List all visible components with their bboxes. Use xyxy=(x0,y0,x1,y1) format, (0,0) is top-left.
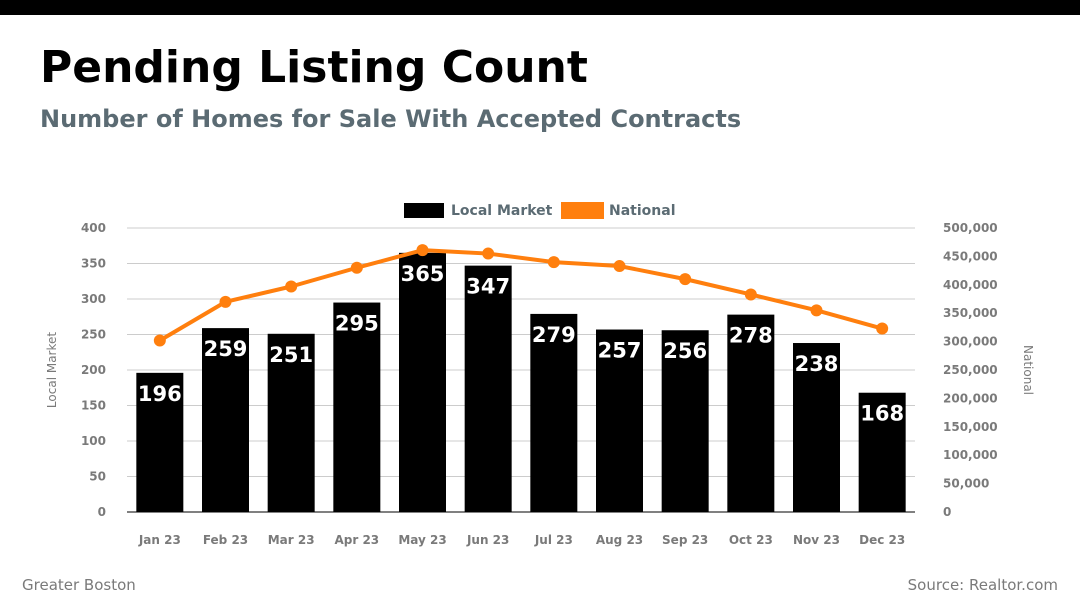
local-market-bar xyxy=(793,343,840,512)
local-market-bar xyxy=(399,252,446,512)
bar-data-label: 347 xyxy=(466,275,510,299)
page-subtitle: Number of Homes for Sale With Accepted C… xyxy=(40,105,742,133)
left-tick-label: 150 xyxy=(81,399,106,413)
local-market-bar xyxy=(727,314,775,512)
x-tick-label: Jul 23 xyxy=(534,533,573,547)
bar-data-label: 295 xyxy=(335,312,379,336)
national-point xyxy=(219,295,232,308)
national-point xyxy=(482,247,495,260)
local-market-bar xyxy=(661,330,709,512)
x-tick-label: Oct 23 xyxy=(729,533,773,547)
legend-label-local: Local Market xyxy=(451,203,553,219)
right-tick-label: 200,000 xyxy=(943,391,998,405)
national-line xyxy=(157,248,885,343)
right-axis-title: National xyxy=(1021,345,1035,395)
right-tick-label: 150,000 xyxy=(943,420,998,434)
bar-data-label: 278 xyxy=(729,324,773,348)
bar-data-label: 365 xyxy=(401,262,445,286)
national-point xyxy=(810,304,823,317)
local-market-bar xyxy=(267,333,315,512)
bar-data-label: 256 xyxy=(663,339,707,363)
right-tick-label: 350,000 xyxy=(943,306,998,320)
local-market-bar xyxy=(858,392,906,512)
local-market-bars xyxy=(136,252,906,512)
legend-label-national: National xyxy=(609,203,676,219)
right-tick-label: 250,000 xyxy=(943,363,998,377)
region-label: Greater Boston xyxy=(22,576,136,594)
x-tick-label: Nov 23 xyxy=(793,533,840,547)
x-tick-label: Dec 23 xyxy=(859,533,905,547)
source-label: Source: Realtor.com xyxy=(907,576,1058,594)
left-tick-label: 200 xyxy=(81,363,106,377)
top-bar xyxy=(0,0,1080,15)
page-title: Pending Listing Count xyxy=(40,42,588,93)
national-point xyxy=(613,260,626,273)
local-market-bar xyxy=(596,329,643,512)
x-tick-label: Aug 23 xyxy=(596,533,643,547)
x-tick-label: Apr 23 xyxy=(334,533,379,547)
left-axis-title: Local Market xyxy=(45,332,59,408)
local-market-bar-labels: 196 259 251 295 365 347 279 257 256 278 238 168 xyxy=(138,262,904,426)
national-point xyxy=(153,334,166,347)
legend-swatch-national xyxy=(561,202,604,219)
national-point xyxy=(744,288,757,301)
left-tick-label: 250 xyxy=(81,328,106,342)
left-tick-label: 100 xyxy=(81,434,106,448)
local-market-bar xyxy=(136,372,184,512)
right-tick-label: 300,000 xyxy=(943,335,998,349)
bar-data-label: 251 xyxy=(269,343,313,367)
left-tick-label: 50 xyxy=(89,470,106,484)
left-tick-label: 400 xyxy=(81,221,106,235)
national-point xyxy=(679,273,692,286)
grid-lines xyxy=(127,227,915,513)
left-tick-label: 350 xyxy=(81,257,106,271)
right-tick-label: 100,000 xyxy=(943,448,998,462)
x-tick-label: Feb 23 xyxy=(203,533,248,547)
bar-data-label: 238 xyxy=(795,352,839,376)
bar-data-label: 168 xyxy=(860,402,904,426)
left-tick-label: 300 xyxy=(81,292,106,306)
left-tick-label: 0 xyxy=(98,505,106,519)
x-tick-label: Jun 23 xyxy=(466,533,509,547)
legend: Local Market National xyxy=(404,202,676,219)
bar-data-label: 196 xyxy=(138,382,182,406)
bar-data-label: 279 xyxy=(532,323,576,347)
bar-data-label: 259 xyxy=(204,337,248,361)
right-tick-label: 0 xyxy=(943,505,951,519)
local-market-bar xyxy=(202,328,249,512)
right-tick-label: 50,000 xyxy=(943,477,989,491)
bar-data-label: 257 xyxy=(598,339,642,363)
right-tick-label: 400,000 xyxy=(943,278,998,292)
x-tick-label: Jan 23 xyxy=(138,533,181,547)
right-tick-label: 500,000 xyxy=(943,221,998,235)
x-tick-label: Mar 23 xyxy=(268,533,315,547)
right-axis-ticks: 0 50,000 100,000 150,000 200,000 250,000 300,0… xyxy=(943,221,998,519)
national-point xyxy=(285,280,298,293)
national-point xyxy=(547,256,560,269)
local-market-bar xyxy=(333,302,381,512)
legend-swatch-local xyxy=(404,203,444,218)
local-market-bar xyxy=(464,265,512,512)
national-point xyxy=(416,244,429,257)
national-line-series xyxy=(153,244,889,347)
x-tick-label: Sep 23 xyxy=(662,533,708,547)
national-point xyxy=(876,322,889,335)
left-axis-ticks: 0 50 100 150 200 250 300 350 400 xyxy=(81,221,106,519)
local-market-bar xyxy=(530,313,578,512)
national-point xyxy=(350,261,363,274)
x-tick-label: May 23 xyxy=(398,533,446,547)
right-tick-label: 450,000 xyxy=(943,249,998,263)
x-axis-ticks: Jan 23 Feb 23 Mar 23 Apr 23 May 23 Jun 23 Jul … xyxy=(138,533,905,547)
